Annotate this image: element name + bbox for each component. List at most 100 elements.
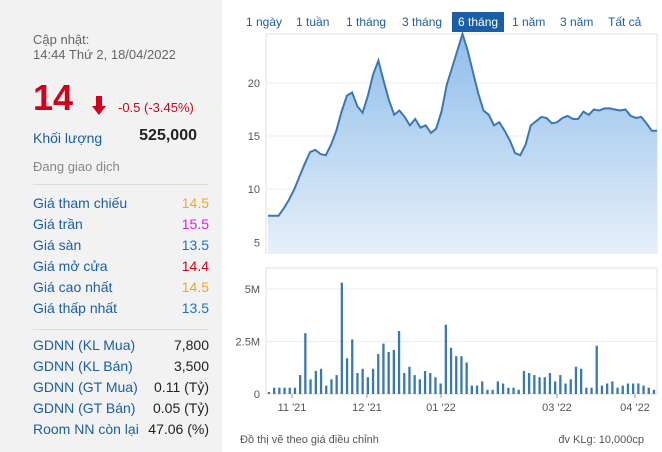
volume-bar [434, 377, 437, 394]
foreign-stat-label: GDNN (KL Bán) [33, 358, 133, 374]
price-stat-value: 15.5 [181, 216, 209, 232]
foreign-stat-value: 0.11 (Tỷ) [154, 379, 209, 395]
quote-panel: Cập nhật: 14:44 Thứ 2, 18/04/2022 14 -0.… [0, 0, 222, 452]
price-stat-value: 14.5 [181, 279, 209, 295]
price-tick-label: 5 [254, 237, 260, 249]
price-stat-value: 13.5 [181, 237, 209, 253]
volume-bar [309, 379, 312, 394]
volume-bar [361, 368, 364, 394]
tab-3-năm[interactable]: 3 năm [560, 15, 594, 29]
foreign-stat-value: 0.05 (Tỷ) [152, 400, 209, 416]
price-change: -0.5 (-3.45%) [118, 100, 194, 115]
volume-bar [345, 358, 349, 394]
volume-bar [403, 373, 406, 394]
volume-bar [413, 375, 416, 394]
price-line [268, 30, 657, 217]
volume-bar [439, 383, 442, 394]
volume-bar [481, 381, 484, 394]
volume-bar [574, 366, 578, 394]
volume-bar [356, 373, 359, 394]
volume-bar [335, 375, 338, 394]
volume-bar [543, 377, 546, 394]
volume-bar [299, 375, 302, 394]
foreign-stat-label: GDNN (GT Mua) [33, 379, 138, 395]
volume-bar [652, 389, 656, 394]
volume-bar [559, 375, 562, 394]
foreign-stat-label: GDNN (KL Mua) [33, 337, 136, 353]
volume-bar [600, 385, 604, 394]
update-time: 14:44 Thứ 2, 18/04/2022 [33, 47, 176, 62]
volume-bar [522, 370, 526, 394]
volume-tick-label: 5M [245, 284, 260, 296]
volume-bar [611, 381, 614, 394]
foreign-stat-value: 7,800 [173, 337, 209, 353]
volume-bar [569, 379, 572, 394]
volume-label: Khối lượng [33, 130, 103, 146]
volume-bar [637, 383, 640, 394]
tab-1-năm[interactable]: 1 năm [512, 15, 546, 29]
price-stat-label: Giá tham chiếu [33, 195, 128, 211]
volume-bar [517, 389, 520, 394]
price-stat-value: 14.5 [181, 195, 209, 211]
volume-tick-label: 2.5M [236, 337, 260, 349]
volume-bar [642, 385, 645, 394]
volume-bar [621, 385, 624, 394]
price-stat-label: Giá cao nhất [33, 279, 113, 295]
price-stat-label: Giá mở cửa [33, 258, 108, 274]
price-tick-label: 20 [248, 78, 260, 90]
foreign-stat-value: 47.06 (%) [148, 421, 209, 437]
volume-bar [548, 373, 552, 394]
volume-bar [293, 387, 297, 394]
volume-bar [533, 375, 536, 394]
volume-bar [273, 387, 276, 394]
volume-bar [304, 333, 307, 394]
tab-3-tháng[interactable]: 3 tháng [402, 15, 443, 29]
price-stat-row: Giá thấp nhất 13.5 [33, 300, 209, 320]
foreign-stat-row: GDNN (GT Mua) 0.11 (Tỷ) [33, 379, 209, 399]
x-tick-label: 03 '22 [542, 402, 572, 414]
price-stat-label: Giá trần [33, 216, 83, 232]
current-price: 14 [33, 77, 74, 118]
volume-bar [325, 385, 328, 394]
foreign-stat-row: Room NN còn lại 47.06 (%) [33, 421, 209, 441]
foreign-stat-row: GDNN (GT Bán) 0.05 (Tỷ) [33, 400, 209, 420]
volume-bar [538, 377, 541, 394]
price-stat-value: 14.4 [181, 258, 209, 274]
volume-bar [632, 383, 635, 394]
price-area [268, 34, 657, 253]
volume-bar [491, 389, 494, 394]
volume-bar [475, 385, 479, 394]
volume-bar [444, 324, 447, 394]
volume-bar [590, 387, 593, 394]
price-tick-label: 15 [248, 131, 260, 143]
volume-bar [283, 387, 286, 394]
volume-bar [319, 368, 323, 394]
volume-bar [486, 389, 489, 394]
chart-note: Đồ thị vẽ theo giá điều chỉnh [240, 434, 379, 446]
foreign-stat-row: GDNN (KL Mua) 7,800 [33, 337, 209, 357]
tab-1-tháng[interactable]: 1 tháng [346, 15, 387, 29]
volume-bar [585, 387, 588, 394]
volume-bar [460, 356, 463, 394]
tab-1-ngày[interactable]: 1 ngày [246, 15, 283, 29]
x-tick-label: 12 '21 [352, 402, 382, 414]
price-tick-label: 10 [248, 184, 260, 196]
volume-bar [496, 381, 499, 394]
tab-Tất-cả[interactable]: Tất cả [608, 15, 642, 29]
foreign-stat-value: 3,500 [173, 358, 209, 374]
volume-bar [330, 379, 333, 394]
volume-bar [382, 343, 385, 394]
volume-bar [528, 373, 531, 394]
volume-bar [449, 347, 453, 394]
price-stat-row: Giá tham chiếu 14.5 [33, 195, 209, 215]
tab-6-tháng[interactable]: 6 tháng [452, 12, 505, 32]
tab-1-tuần[interactable]: 1 tuần [296, 15, 330, 29]
arrow-down-icon [92, 96, 106, 115]
price-stat-label: Giá sàn [33, 237, 82, 253]
volume-bar [626, 383, 630, 394]
price-stat-row: Giá cao nhất 14.5 [33, 279, 209, 299]
volume-bar [278, 387, 281, 394]
volume-bar [564, 383, 567, 394]
volume-bar [429, 373, 432, 394]
foreign-stat-row: GDNN (KL Bán) 3,500 [33, 358, 209, 378]
